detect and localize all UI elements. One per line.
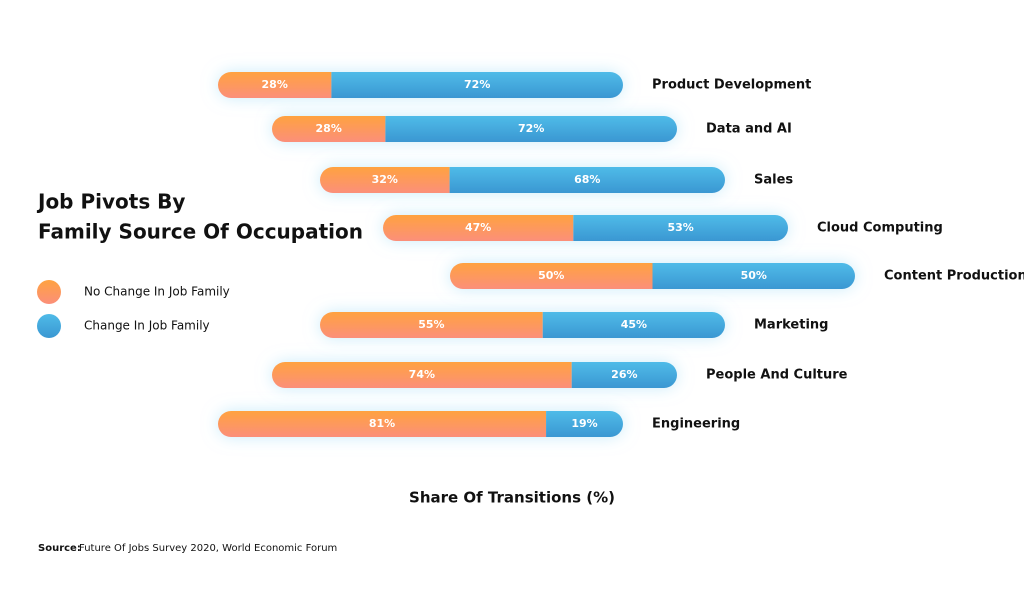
category-label: Product Development [652, 78, 811, 93]
value-label: 81% [369, 417, 395, 430]
bar-group [272, 116, 677, 142]
bar-segment [652, 263, 855, 289]
value-label: 32% [372, 173, 398, 186]
bar-segment [218, 411, 547, 437]
value-label: 50% [538, 269, 564, 282]
x-axis-label: Share Of Transitions (%) [409, 489, 615, 507]
legend-label: Change In Job Family [84, 319, 210, 333]
chart-title: Job Pivots By [36, 190, 185, 214]
value-label: 72% [518, 122, 544, 135]
value-label: 74% [409, 368, 435, 381]
bar-group [218, 411, 623, 437]
legend-swatch [37, 280, 61, 304]
bar-group [320, 167, 725, 193]
value-label: 55% [418, 318, 444, 331]
bar-segment [571, 362, 677, 388]
category-label: Engineering [652, 417, 740, 432]
legend-swatch [37, 314, 61, 338]
bar-segment [385, 116, 677, 142]
source-label: Source: [38, 543, 81, 554]
bar-group [320, 312, 725, 338]
value-label: 26% [611, 368, 637, 381]
value-label: 28% [262, 78, 288, 91]
bar-segment [546, 411, 623, 437]
bar-segment [320, 312, 543, 338]
value-label: 28% [316, 122, 342, 135]
bar-group [272, 362, 677, 388]
bar-group [450, 263, 855, 289]
bar-segment [320, 167, 450, 193]
category-label: Content Production [884, 269, 1024, 284]
legend-label: No Change In Job Family [84, 285, 230, 299]
value-label: 53% [668, 221, 694, 234]
value-label: 68% [574, 173, 600, 186]
value-label: 45% [621, 318, 647, 331]
source: Future Of Jobs Survey 2020, World Econom… [79, 543, 337, 554]
bar-segment [450, 263, 653, 289]
value-label: 72% [464, 78, 490, 91]
bar-segment [449, 167, 725, 193]
bar-segment [272, 116, 386, 142]
bar-group [383, 215, 788, 241]
category-label: Data and AI [706, 122, 792, 137]
chart-title: Family Source Of Occupation [38, 220, 363, 244]
value-label: 50% [741, 269, 767, 282]
bar-segment [218, 72, 332, 98]
bar-segment [383, 215, 574, 241]
category-label: People And Culture [706, 368, 848, 383]
bar-segment [573, 215, 788, 241]
category-label: Sales [754, 173, 793, 188]
bar-group [218, 72, 623, 98]
bar-segment [331, 72, 623, 98]
value-label: 47% [465, 221, 491, 234]
bar-segment [542, 312, 725, 338]
bar-segment [272, 362, 572, 388]
value-label: 19% [571, 417, 597, 430]
category-label: Marketing [754, 318, 828, 333]
category-label: Cloud Computing [817, 221, 943, 236]
